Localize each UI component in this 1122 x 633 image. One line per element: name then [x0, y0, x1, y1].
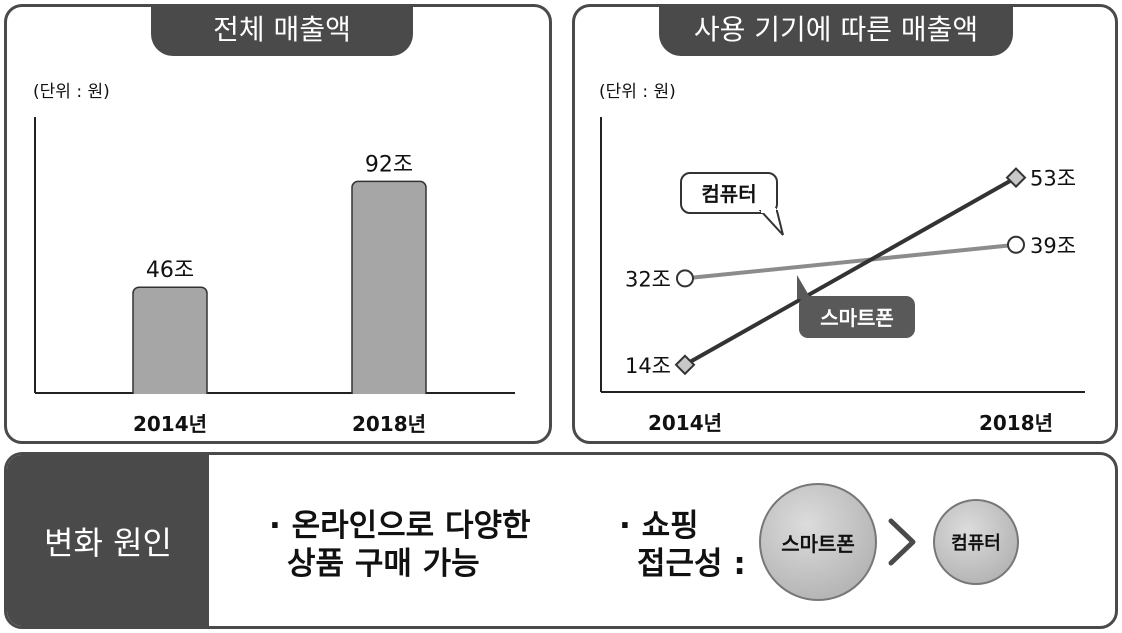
reason-online-purchase: · 온라인으로 다양한 상품 구매 가능 [269, 507, 531, 583]
reason-shopping-access: · 쇼핑 접근성 : [619, 507, 746, 583]
callout-joint-mask [761, 208, 776, 213]
smartphone-point-marker [1005, 167, 1027, 189]
computer-callout-box [680, 172, 778, 214]
reason2-line2: 접근성 : [637, 546, 746, 582]
total-sales-panel: 전체 매출액 (단위 : 원) 46조 2014년 92조 2018년 [4, 4, 552, 444]
total-sales-title: 전체 매출액 [151, 4, 413, 56]
reason1-line2: 상품 구매 가능 [287, 546, 480, 582]
reason1-line1: · 온라인으로 다양한 [269, 508, 531, 544]
computer-callout-label: 컴퓨터 [701, 182, 756, 206]
bar-chart: 46조 2014년 92조 2018년 [34, 117, 517, 436]
device-sales-panel: 사용 기기에 따른 매출액 (단위 : 원) 2014년 2018년 32조 39조 1… [572, 4, 1118, 444]
smartphone-callout-box [799, 296, 915, 338]
point-value-label: 39조 [1030, 234, 1076, 258]
reason2-line1: · 쇼핑 [619, 508, 699, 544]
computer-callout: 컴퓨터 [680, 172, 784, 236]
smartphone-callout: 스마트폰 [797, 275, 915, 338]
x-tick-label: 2014년 [133, 412, 207, 436]
device-sales-unit: (단위 : 원) [599, 82, 676, 102]
bar [351, 180, 427, 400]
computer-series-line [684, 242, 1017, 281]
bar-value-label: 92조 [365, 152, 413, 177]
smartphone-series-line [684, 175, 1017, 367]
point-value-label: 14조 [625, 354, 671, 378]
bar [132, 286, 208, 400]
smartphone-circle: 스마트폰 [759, 483, 877, 601]
x-tick-label: 2018년 [352, 412, 426, 436]
x-tick-label: 2014년 [648, 411, 722, 435]
x-tick-label: 2018년 [979, 411, 1053, 435]
total-sales-unit: (단위 : 원) [33, 82, 110, 102]
computer-circle: 컴퓨터 [933, 499, 1019, 585]
point-value-label: 32조 [625, 267, 671, 291]
computer-callout-pointer [758, 210, 784, 236]
change-cause-panel: 변화 원인 · 온라인으로 다양한 상품 구매 가능 · 쇼핑 접근성 : 스마… [4, 452, 1118, 629]
bar-value-label: 46조 [146, 258, 194, 283]
smartphone-callout-label: 스마트폰 [820, 306, 894, 330]
computer-point-marker [676, 269, 694, 288]
smartphone-callout-pointer [797, 275, 811, 299]
greater-than-chevron-icon [888, 518, 916, 566]
point-value-label: 53조 [1030, 167, 1076, 191]
axis-mask [37, 394, 517, 402]
device-sales-title: 사용 기기에 따른 매출액 [659, 4, 1013, 56]
computer-point-marker [1007, 235, 1025, 254]
change-cause-label: 변화 원인 [7, 455, 209, 626]
smartphone-point-marker [674, 354, 696, 376]
